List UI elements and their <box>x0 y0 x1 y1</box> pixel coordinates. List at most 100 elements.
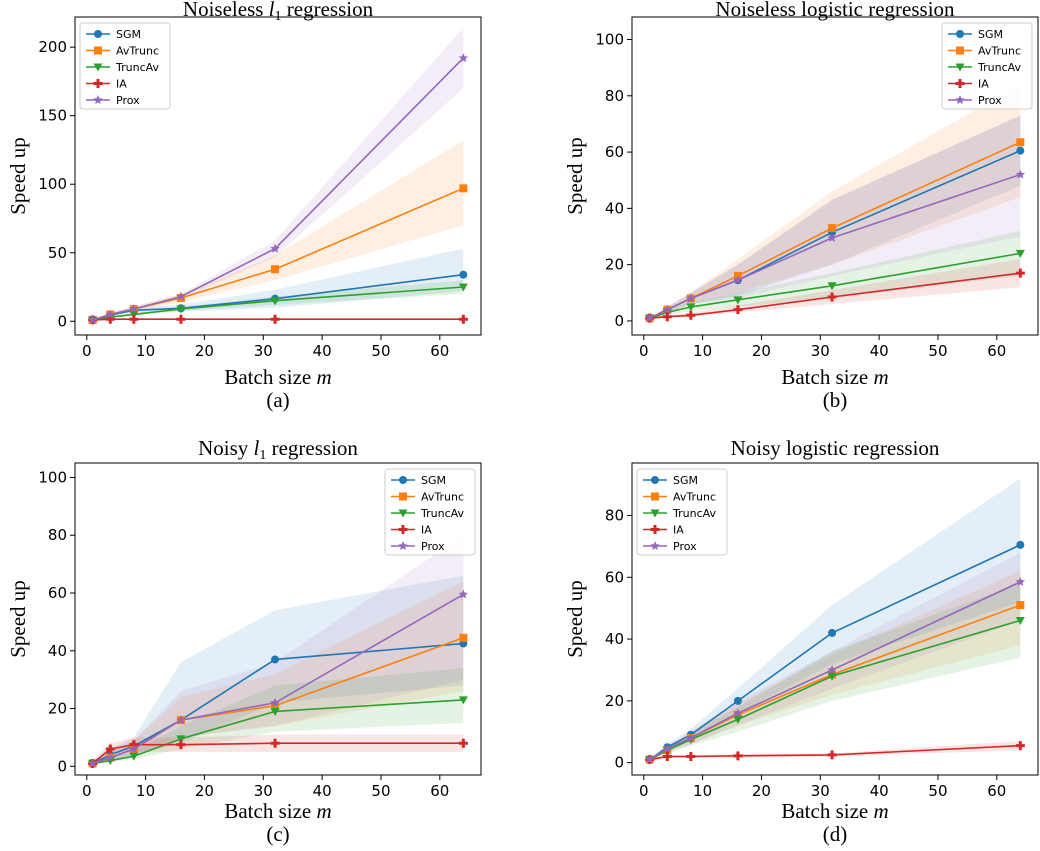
y-tick-label: 0 <box>614 754 624 772</box>
y-tick-label: 20 <box>605 692 624 710</box>
marker-prox-5 <box>458 589 469 599</box>
marker-ia-4 <box>827 750 837 760</box>
series-line-prox <box>92 57 464 321</box>
plot-area <box>87 535 469 768</box>
marker-prox-1 <box>662 304 673 314</box>
series-line-prox <box>649 581 1021 761</box>
legend-label-ia: IA <box>978 78 989 91</box>
series-line-prox <box>92 593 464 765</box>
band-truncav <box>92 668 464 765</box>
marker-ia-3 <box>733 751 743 761</box>
plot-area <box>644 84 1026 323</box>
marker-truncav-4 <box>270 707 280 716</box>
marker-legend-truncav-0 <box>93 63 103 72</box>
x-tick-label: 10 <box>693 782 712 800</box>
x-tick-label: 20 <box>195 342 214 360</box>
y-tick-label: 40 <box>605 630 624 648</box>
marker-ia-4 <box>270 738 280 748</box>
panel-caption: (c) <box>266 822 289 846</box>
legend-label-prox: Prox <box>978 94 1002 107</box>
marker-prox-5 <box>1015 169 1026 179</box>
x-tick-label: 20 <box>752 342 771 360</box>
x-tick-label: 30 <box>811 782 830 800</box>
marker-legend-truncav-0 <box>955 63 965 72</box>
marker-truncav-5 <box>1015 249 1025 258</box>
plot-area <box>87 28 469 325</box>
marker-legend-ia-0 <box>93 79 103 88</box>
band-avtrunc <box>92 140 464 320</box>
x-axis-label: Batch size m <box>781 799 888 823</box>
y-tick-label: 60 <box>48 584 67 602</box>
y-axis-label: Speed up <box>563 137 587 215</box>
marker-legend-prox-0 <box>955 95 965 105</box>
marker-prox-2 <box>686 732 696 742</box>
marker-avtrunc-5 <box>459 184 468 193</box>
x-tick-label: 10 <box>136 782 155 800</box>
x-tick-label: 60 <box>987 342 1006 360</box>
y-tick-label: 0 <box>614 312 624 330</box>
x-axis-label: Batch size m <box>224 365 331 389</box>
marker-truncav-3 <box>733 715 743 724</box>
legend-label-sgm: SGM <box>978 28 1003 41</box>
marker-sgm-3 <box>733 696 742 705</box>
marker-ia-1 <box>662 312 672 322</box>
chart-title: Noisy l1 regression <box>198 436 358 463</box>
legend-box <box>384 468 476 556</box>
y-tick-label: 40 <box>605 199 624 217</box>
marker-prox-3 <box>176 291 186 301</box>
panel-caption: (b) <box>823 388 848 412</box>
marker-avtrunc-4 <box>271 701 280 710</box>
marker-prox-0 <box>644 313 655 323</box>
chart-panel-3: 0 10 20 30 40 50 60 0 20 40 60 80 100 Noisy l1 regres… <box>6 436 482 846</box>
marker-legend-sgm-0 <box>651 476 659 484</box>
marker-legend-avtrunc-0 <box>651 492 659 501</box>
chart-title: Noisy logistic regression <box>731 436 940 460</box>
x-tick-label: 30 <box>811 342 830 360</box>
legend-label-prox: Prox <box>116 94 140 107</box>
x-tick-label: 0 <box>82 782 92 800</box>
y-tick-label: 60 <box>605 143 624 161</box>
x-tick-label: 50 <box>371 342 390 360</box>
y-tick-label: 40 <box>48 642 67 660</box>
marker-prox-5 <box>1015 576 1026 586</box>
marker-ia-3 <box>733 305 743 315</box>
legend-label-avtrunc: AvTrunc <box>978 45 1021 58</box>
marker-prox-4 <box>827 664 837 675</box>
marker-prox-2 <box>686 293 696 303</box>
marker-prox-1 <box>105 752 116 762</box>
band-ia <box>649 741 1021 762</box>
marker-sgm-4 <box>271 655 280 664</box>
y-tick-label: 0 <box>57 312 67 330</box>
marker-sgm-5 <box>1016 540 1025 549</box>
band-truncav <box>649 230 1021 319</box>
marker-prox-2 <box>129 303 139 313</box>
marker-ia-4 <box>270 314 280 324</box>
chart-panel-1: 0 10 20 30 40 50 60 0 50 100 150 200 Noiseless l1 re… <box>6 0 482 412</box>
marker-truncav-2 <box>129 752 139 761</box>
y-tick-label: 20 <box>605 256 624 274</box>
marker-legend-ia-0 <box>955 79 965 88</box>
marker-legend-avtrunc-0 <box>956 46 964 55</box>
panel-caption: (d) <box>823 822 848 846</box>
marker-truncav-5 <box>458 696 468 705</box>
marker-prox-0 <box>87 314 98 324</box>
chart-panel-4: 0 10 20 30 40 50 60 0 20 40 60 80 Noisy logistic reg… <box>563 436 1039 846</box>
marker-ia-3 <box>176 314 186 324</box>
marker-prox-4 <box>827 232 837 242</box>
marker-ia-5 <box>458 738 468 748</box>
legend-label-ia: IA <box>673 524 684 537</box>
marker-ia-5 <box>1015 741 1025 751</box>
y-tick-label: 100 <box>38 175 67 193</box>
y-tick-label: 80 <box>605 507 624 525</box>
y-tick-label: 200 <box>38 38 67 56</box>
legend-label-truncav: TruncAv <box>420 507 464 520</box>
chart-title: Noiseless logistic regression <box>715 0 955 21</box>
legend-label-truncav: TruncAv <box>672 507 716 520</box>
legend-label-sgm: SGM <box>673 474 698 487</box>
x-tick-label: 0 <box>639 782 649 800</box>
marker-prox-3 <box>176 715 186 725</box>
marker-ia-1 <box>662 751 672 761</box>
x-tick-label: 0 <box>82 342 92 360</box>
x-tick-label: 10 <box>693 342 712 360</box>
